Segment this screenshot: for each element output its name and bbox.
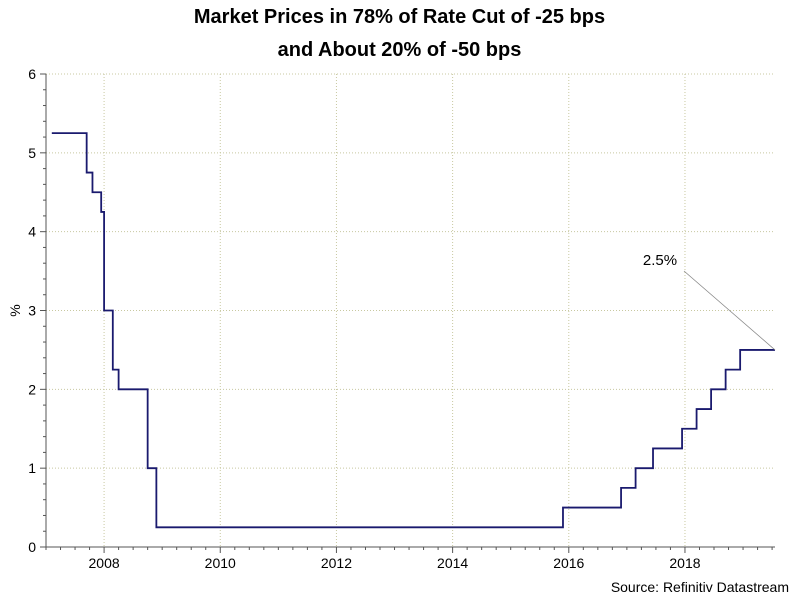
annotation-group: 2.5%: [643, 252, 776, 351]
grid-lines: [46, 73, 775, 547]
y-tick-label-4: 4: [28, 224, 36, 240]
y-tick-label-3: 3: [28, 303, 36, 319]
chart-title-line2: and About 20% of -50 bps: [277, 39, 522, 61]
series-group: [51, 132, 775, 529]
axes: [45, 74, 775, 548]
x-tick-label-2014: 2014: [437, 555, 468, 571]
chart-title-line1: Market Prices in 78% of Rate Cut of -25 …: [193, 6, 606, 28]
y-tick-label-2: 2: [28, 381, 36, 397]
y-tick-label-6: 6: [28, 66, 36, 82]
x-tick-label-2008: 2008: [89, 555, 120, 571]
annotation-leader-line: [683, 270, 776, 351]
annotation-label: 2.5%: [643, 252, 677, 269]
y-tick-label-1: 1: [28, 460, 36, 476]
source-note: Source: Refinitiv Datastream: [610, 579, 789, 595]
y-tick-label-0: 0: [28, 539, 36, 555]
y-ticks: 0 1 2 3 4 5 6%: [7, 66, 46, 555]
x-tick-label-2018: 2018: [669, 555, 700, 571]
y-axis-label: %: [7, 304, 23, 316]
y-tick-label-5: 5: [28, 145, 36, 161]
x-tick-label-2016: 2016: [553, 555, 584, 571]
x-ticks: 2008 2010 2012 2014 2016 2018: [45, 547, 773, 571]
series-line-0: [51, 132, 775, 529]
x-tick-label-2010: 2010: [205, 555, 236, 571]
x-tick-label-2012: 2012: [321, 555, 352, 571]
